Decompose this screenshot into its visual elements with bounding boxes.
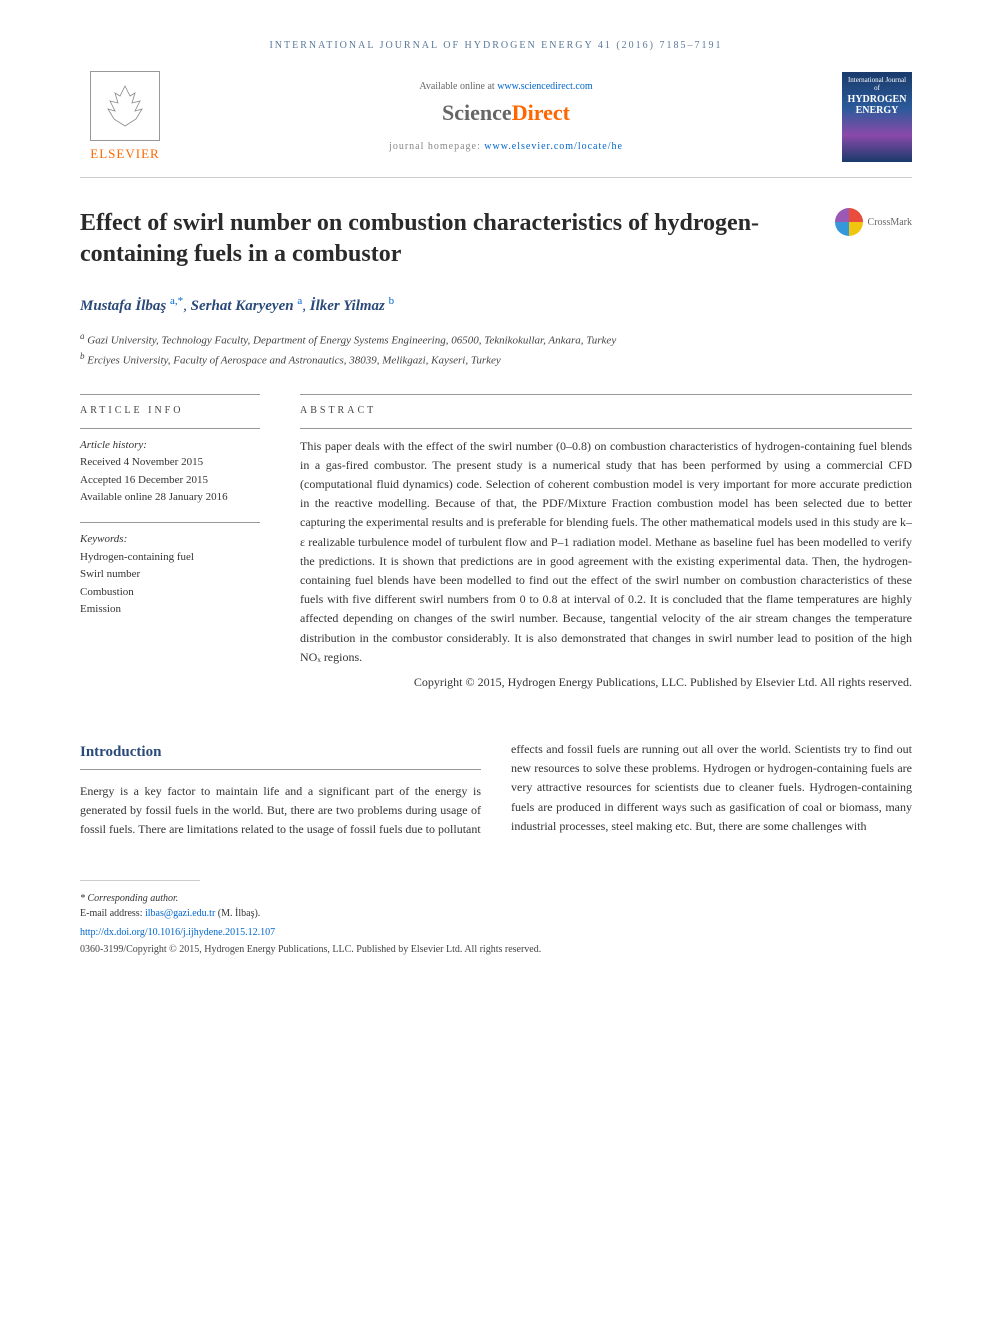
email-suffix: (M. İlbaş). [215,908,260,919]
introduction-heading: Introduction [80,740,481,770]
body-column-left: Introduction Energy is a key factor to m… [80,740,481,840]
sd-science: Science [442,100,512,125]
keywords-label: Keywords: [80,531,260,549]
article-history-block: Article history: Received 4 November 201… [80,428,260,507]
affil-a-marker: a [80,331,85,341]
article-info-heading: ARTICLE INFO [80,394,260,416]
email-label: E-mail address: [80,908,145,919]
affiliation-b: b Erciyes University, Faculty of Aerospa… [80,350,912,369]
article-info-column: ARTICLE INFO Article history: Received 4… [80,394,260,690]
author-3-affil: b [389,295,395,307]
journal-header: INTERNATIONAL JOURNAL OF HYDROGEN ENERGY… [80,40,912,51]
footer-copyright: 0360-3199/Copyright © 2015, Hydrogen Ene… [80,942,912,957]
cover-hydrogen: HYDROGEN [846,94,908,105]
abstract-column: ABSTRACT This paper deals with the effec… [300,394,912,690]
intro-paragraph-1: Energy is a key factor to maintain life … [80,782,481,840]
keyword-3: Combustion [80,584,260,602]
footnote-block: * Corresponding author. E-mail address: … [80,891,912,957]
affil-b-text: Erciyes University, Faculty of Aerospace… [87,354,501,366]
keyword-2: Swirl number [80,566,260,584]
keyword-1: Hydrogen-containing fuel [80,549,260,567]
body-columns: Introduction Energy is a key factor to m… [80,740,912,840]
elsevier-text: ELSEVIER [80,146,170,162]
cover-energy: ENERGY [846,105,908,116]
author-2-affil: a [297,295,302,307]
sciencedirect-logo: ScienceDirect [170,100,842,126]
authors-line: Mustafa İlbaş a,*, Serhat Karyeyen a, İl… [80,295,912,315]
history-received: Received 4 November 2015 [80,454,260,472]
doi-link[interactable]: http://dx.doi.org/10.1016/j.ijhydene.201… [80,925,912,940]
history-accepted: Accepted 16 December 2015 [80,472,260,490]
author-3: İlker Yilmaz [310,298,385,314]
elsevier-logo: ELSEVIER [80,71,170,162]
abstract-copyright: Copyright © 2015, Hydrogen Energy Public… [300,675,912,690]
title-row: Effect of swirl number on combustion cha… [80,208,912,270]
corresponding-author: * Corresponding author. [80,891,912,906]
email-link[interactable]: ilbas@gazi.edu.tr [145,908,215,919]
author-2: Serhat Karyeyen [191,298,294,314]
affil-a-text: Gazi University, Technology Faculty, Dep… [87,335,616,347]
article-title: Effect of swirl number on combustion cha… [80,208,835,270]
keyword-4: Emission [80,601,260,619]
abstract-heading: ABSTRACT [300,394,912,416]
author-1: Mustafa İlbaş [80,298,166,314]
history-online: Available online 28 January 2016 [80,489,260,507]
intro-paragraph-2: effects and fossil fuels are running out… [511,740,912,836]
affiliation-a: a Gazi University, Technology Faculty, D… [80,330,912,349]
history-label: Article history: [80,437,260,455]
publisher-banner: ELSEVIER Available online at www.science… [80,71,912,178]
homepage-text: journal homepage: www.elsevier.com/locat… [170,141,842,152]
footnote-separator [80,880,200,881]
abstract-text: This paper deals with the effect of the … [300,428,912,667]
email-line: E-mail address: ilbas@gazi.edu.tr (M. İl… [80,906,912,921]
affiliations: a Gazi University, Technology Faculty, D… [80,330,912,368]
crossmark-badge[interactable]: CrossMark [835,208,912,236]
homepage-link[interactable]: www.elsevier.com/locate/he [484,141,623,152]
crossmark-label: CrossMark [868,217,912,228]
homepage-prefix: journal homepage: [389,141,484,152]
sciencedirect-link[interactable]: www.sciencedirect.com [497,81,592,92]
elsevier-tree-icon [90,71,160,141]
crossmark-icon [835,208,863,236]
body-column-right: effects and fossil fuels are running out… [511,740,912,840]
sd-direct: Direct [512,100,570,125]
info-abstract-row: ARTICLE INFO Article history: Received 4… [80,394,912,690]
affil-b-marker: b [80,351,85,361]
available-online-text: Available online at www.sciencedirect.co… [170,81,842,92]
cover-subtitle: International Journal of [846,76,908,92]
journal-cover-thumbnail: International Journal of HYDROGEN ENERGY [842,72,912,162]
author-1-affil: a,* [170,295,183,307]
keywords-block: Keywords: Hydrogen-containing fuel Swirl… [80,522,260,619]
publisher-center: Available online at www.sciencedirect.co… [170,81,842,152]
available-prefix: Available online at [419,81,497,92]
